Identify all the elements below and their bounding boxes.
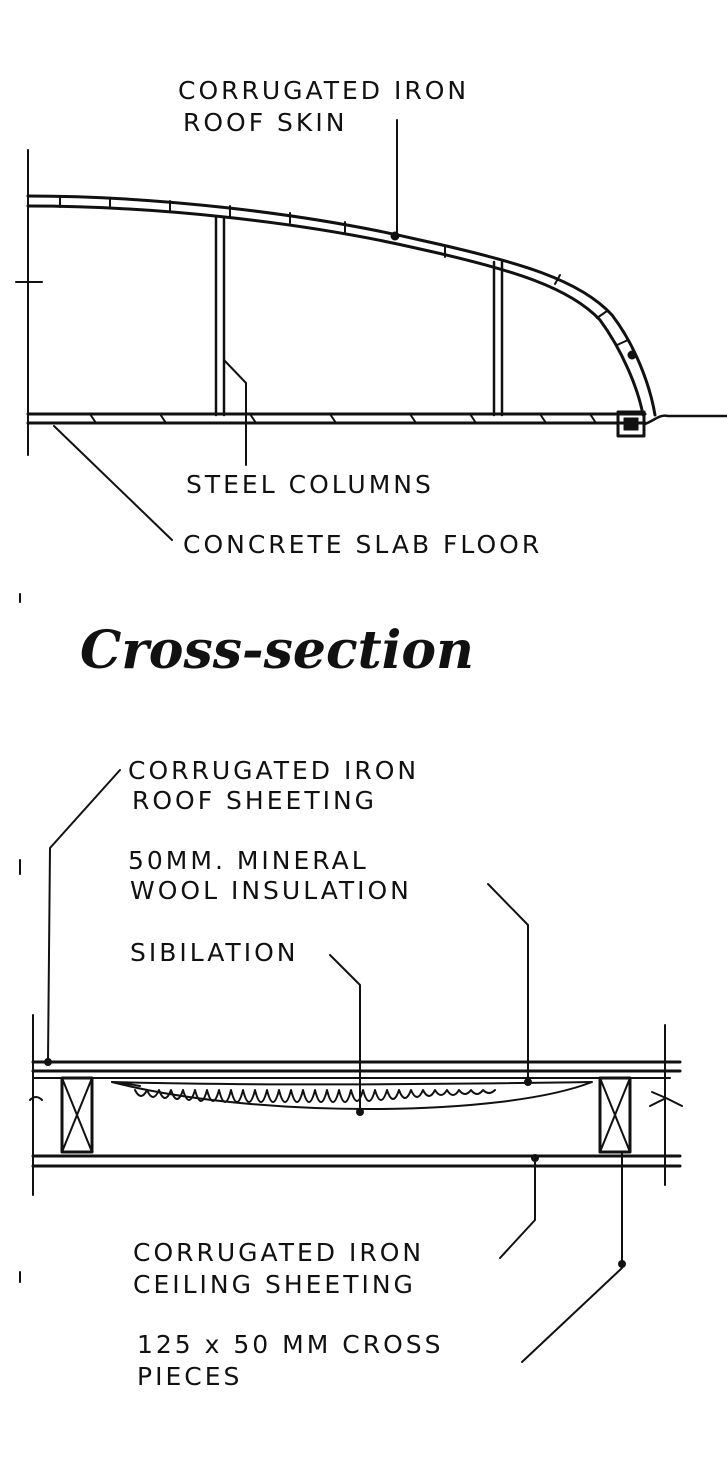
insulation-label-line1: 50MM. MINERAL xyxy=(128,846,369,875)
ceiling-sheeting-label-line2: CEILING SHEETING xyxy=(133,1270,416,1299)
concrete-slab-floor xyxy=(26,410,727,438)
roof-sheeting-label-line1: CORRUGATED IRON xyxy=(128,756,420,785)
ceiling-sheeting-label-line1: CORRUGATED IRON xyxy=(133,1238,425,1267)
roof-sheeting-lines xyxy=(31,1060,682,1073)
cross-piece-left xyxy=(60,1076,94,1154)
roof-skin-curve xyxy=(26,194,657,417)
cross-piece-right xyxy=(598,1076,632,1154)
cross-section-title: Cross-section xyxy=(80,620,474,681)
leader-dots xyxy=(44,1058,626,1268)
steel-columns xyxy=(214,216,504,417)
ceiling-sheeting-lines xyxy=(31,1154,682,1168)
edge-marks xyxy=(19,593,683,1283)
roof-skin-label-line1: CORRUGATED IRON xyxy=(178,76,470,105)
cross-section-drawing xyxy=(15,119,727,541)
roof-sheeting-label-line2: ROOF SHEETING xyxy=(132,786,378,815)
concrete-slab-label: CONCRETE SLAB FLOOR xyxy=(183,530,543,559)
cross-pieces-label-line1: 125 x 50 MM CROSS xyxy=(137,1330,444,1359)
cross-pieces-label-line2: PIECES xyxy=(137,1362,243,1391)
insulation-label-line2: WOOL INSULATION xyxy=(130,876,412,905)
roof-skin-label-line2: ROOF SKIN xyxy=(183,108,348,137)
detail-leader-lines xyxy=(47,769,623,1363)
mineral-wool-insulation xyxy=(111,1081,593,1110)
sibilation-label: SIBILATION xyxy=(130,938,299,967)
roof-detail-drawing xyxy=(19,593,683,1363)
steel-columns-label: STEEL COLUMNS xyxy=(186,470,434,499)
section-leader-lines xyxy=(53,119,398,541)
